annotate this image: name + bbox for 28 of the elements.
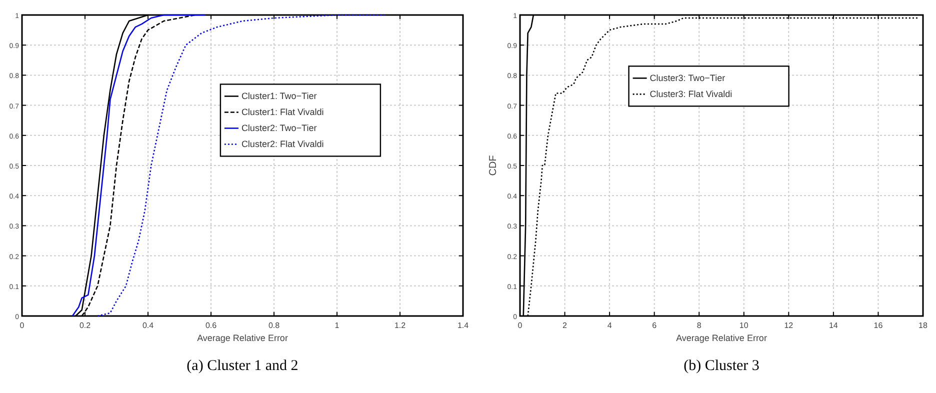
x-tick-label: 1.2 <box>394 321 406 330</box>
legend-label: Cluster2: Two−Tier <box>241 123 317 134</box>
x-tick-label: 0.2 <box>79 321 92 330</box>
x-tick-label: 4 <box>607 321 612 330</box>
x-axis-title: Average Relative Error <box>197 333 288 343</box>
legend-label: Cluster3: Two−Tier <box>650 73 726 84</box>
x-tick-label: 0.8 <box>268 321 280 330</box>
x-tick-label: 0.6 <box>205 321 218 330</box>
text: (a) Cluster 1 and 2 <box>186 358 298 374</box>
text: (b) Cluster 3 <box>684 358 760 374</box>
x-tick-label: 16 <box>874 321 884 330</box>
y-axis-title: CDF <box>488 155 499 176</box>
legend-label: Cluster1: Two−Tier <box>241 91 317 102</box>
x-tick-label: 14 <box>828 321 838 330</box>
legend-label: Cluster1: Flat Vivaldi <box>241 107 324 118</box>
x-tick-label: 0.4 <box>142 321 154 330</box>
x-tick-label: 18 <box>918 321 928 330</box>
x-tick-label: 1.4 <box>457 321 470 330</box>
x-tick-label: 6 <box>652 321 658 330</box>
legend-label: Cluster3: Flat Vivaldi <box>650 89 732 100</box>
x-tick-label: 12 <box>784 321 794 330</box>
x-axis-title: Average Relative Error <box>676 333 767 343</box>
legend-label: Cluster2: Flat Vivaldi <box>241 139 324 150</box>
x-tick-label: 1 <box>334 321 340 330</box>
x-tick-label: 2 <box>562 321 568 330</box>
line-series <box>96 14 385 317</box>
x-tick-label: 10 <box>739 321 749 330</box>
x-tick-label: 8 <box>696 321 702 330</box>
